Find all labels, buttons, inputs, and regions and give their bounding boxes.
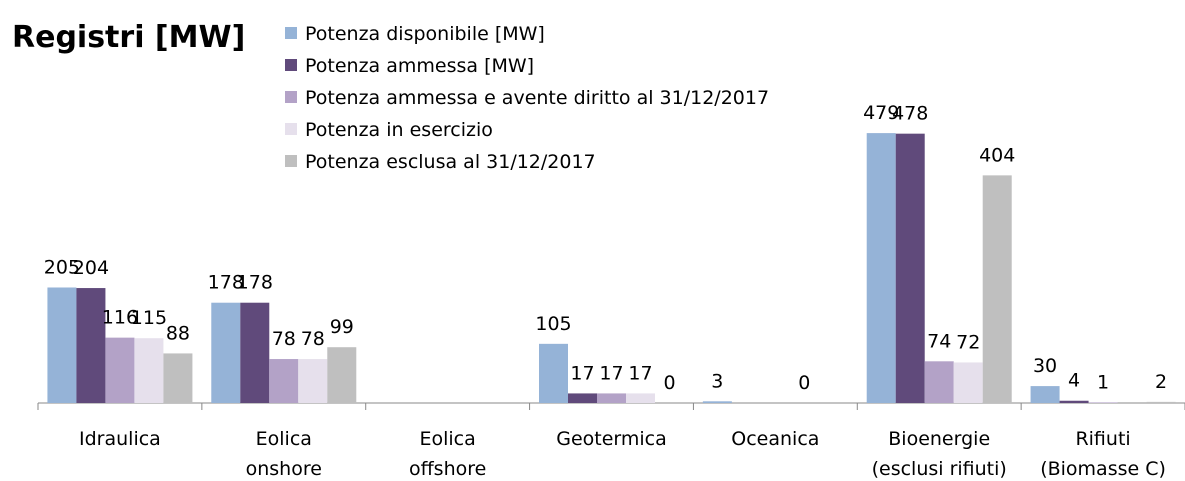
data-label: 479: [863, 102, 899, 124]
legend-label: Potenza in esercizio: [305, 119, 493, 141]
data-label: 2: [1155, 371, 1167, 393]
legend-label: Potenza ammessa [MW]: [305, 55, 534, 77]
data-label: 78: [301, 328, 325, 350]
data-label: 178: [208, 272, 244, 294]
data-label: 72: [956, 331, 980, 353]
data-label: 17: [570, 362, 594, 384]
data-label: 78: [272, 328, 296, 350]
legend-label: Potenza disponibile [MW]: [305, 23, 545, 45]
bar: [895, 133, 925, 403]
bar: [924, 361, 954, 403]
legend-swatch: [285, 91, 297, 103]
x-tick-label: Oceanica: [731, 428, 819, 450]
chart-title: Registri [MW]: [12, 20, 245, 55]
bar: [539, 343, 568, 403]
data-label: 1: [1097, 371, 1109, 393]
x-tick-label: Idraulica: [79, 428, 161, 450]
bar: [298, 359, 328, 403]
x-tick-label: Rifiuti (Biomasse C): [1040, 428, 1166, 480]
data-label: 0: [663, 372, 675, 394]
bar: [1059, 400, 1089, 403]
legend-label: Potenza ammessa e avente diritto al 31/1…: [305, 87, 769, 109]
legend-swatch: [285, 59, 297, 71]
legend-swatch: [285, 123, 297, 135]
bar: [47, 287, 77, 403]
bar: [1088, 402, 1118, 403]
data-label: 3: [711, 370, 723, 392]
data-label: 105: [535, 313, 571, 335]
data-label: 99: [330, 316, 354, 338]
data-label: 404: [979, 144, 1015, 166]
data-label: 204: [73, 257, 109, 279]
x-tick-label: Eolica offshore: [409, 428, 486, 480]
x-tick-label: Bioenergie (esclusi rifiuti): [872, 428, 1007, 480]
bar: [134, 338, 164, 403]
data-label: 116: [102, 307, 138, 329]
data-label: 4: [1068, 370, 1080, 392]
bar: [163, 353, 193, 403]
data-label: 178: [237, 272, 273, 294]
legend-label: Potenza esclusa al 31/12/2017: [305, 151, 596, 173]
data-label: 115: [131, 307, 167, 329]
bar: [626, 393, 655, 403]
bar: [702, 401, 732, 403]
data-label: 88: [166, 322, 190, 344]
bar: [269, 359, 299, 403]
bar: [982, 175, 1012, 403]
data-label: 205: [44, 256, 80, 278]
data-label: 17: [628, 362, 652, 384]
bar: [240, 302, 270, 403]
data-label: 17: [599, 362, 623, 384]
bar: [327, 347, 357, 403]
data-label: 74: [927, 330, 951, 352]
bar: [568, 393, 597, 403]
x-tick-label: Eolica onshore: [246, 428, 322, 480]
bar: [597, 393, 626, 403]
data-label: 0: [798, 372, 810, 394]
legend-swatch: [285, 155, 297, 167]
bar: [105, 337, 135, 403]
bar: [1030, 386, 1060, 403]
data-label: 478: [892, 103, 928, 125]
bar: [211, 302, 241, 403]
bar: [953, 362, 983, 403]
legend-swatch: [285, 27, 297, 39]
bar: [1146, 401, 1176, 403]
data-label: 30: [1033, 355, 1057, 377]
bar: [866, 133, 896, 403]
x-tick-label: Geotermica: [556, 428, 667, 450]
bar: [76, 288, 106, 403]
